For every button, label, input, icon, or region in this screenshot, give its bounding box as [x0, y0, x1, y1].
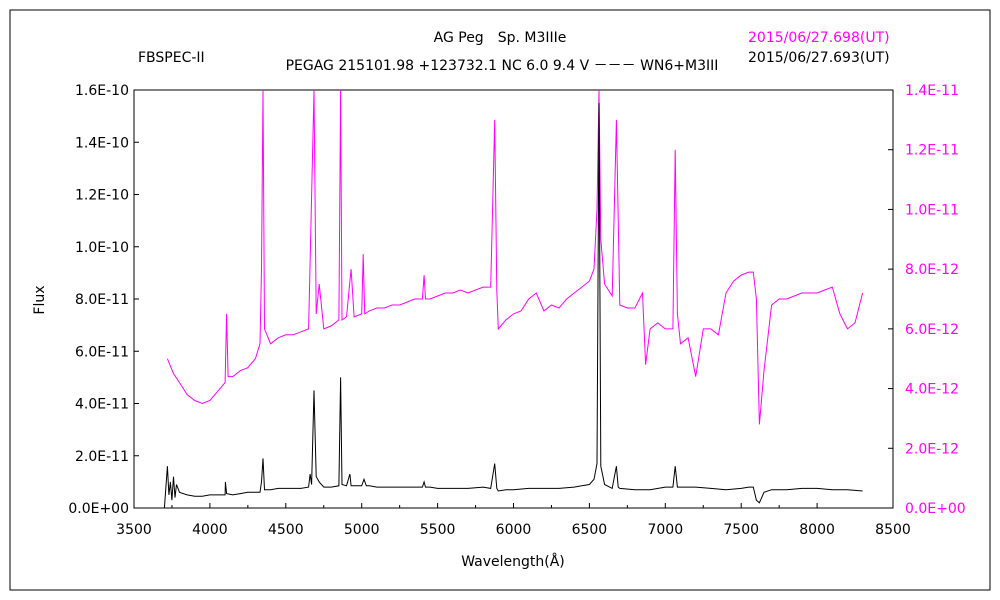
left-y-tick-label: 6.0E-11 — [75, 344, 129, 360]
left-y-tick-label: 1.2E-10 — [75, 188, 129, 204]
x-tick-label: 3500 — [116, 522, 152, 538]
x-tick-label: 4000 — [192, 522, 228, 538]
y-axis-label: Flux — [32, 285, 48, 314]
instrument-label: FBSPEC-II — [138, 50, 205, 66]
x-tick-label: 6000 — [496, 522, 532, 538]
x-tick-label: 7000 — [647, 522, 683, 538]
right-y-tick-label: 8.0E-12 — [905, 262, 959, 278]
left-y-tick-label: 0.0E+00 — [68, 501, 129, 517]
x-tick-label: 8500 — [875, 522, 911, 538]
right-y-tick-label: 0.0E+00 — [905, 501, 966, 517]
right-y-tick-label: 4.0E-12 — [905, 382, 959, 398]
left-y-tick-label: 8.0E-11 — [75, 292, 129, 308]
outer-frame — [9, 9, 991, 591]
right-y-tick-label: 1.0E-11 — [905, 202, 959, 218]
chart-title-line1: AG Peg Sp. M3IIIe — [434, 30, 567, 46]
x-axis-label: Wavelength(Å) — [461, 553, 565, 570]
left-y-tick-label: 1.6E-10 — [75, 83, 129, 99]
left-y-tick-label: 1.0E-10 — [75, 240, 129, 256]
legend-entry-black: 2015/06/27.693(UT) — [748, 50, 890, 66]
x-tick-label: 8000 — [799, 522, 835, 538]
left-y-tick-label: 4.0E-11 — [75, 397, 129, 413]
left-y-tick-label: 1.4E-10 — [75, 135, 129, 151]
x-tick-label: 7500 — [723, 522, 759, 538]
right-y-tick-label: 6.0E-12 — [905, 322, 959, 338]
x-tick-label: 5500 — [420, 522, 456, 538]
series-line-black — [163, 103, 863, 509]
x-axis-ticks: 3500 4000 4500 5000 5500 6000 6500 7000 7500 8000… — [116, 503, 911, 538]
right-y-tick-label: 1.2E-11 — [905, 143, 959, 159]
legend-entry-magenta: 2015/06/27.698(UT) — [748, 30, 890, 46]
right-y-tick-label: 2.0E-12 — [905, 441, 959, 457]
right-y-axis-ticks: 0.0E+00 2.0E-12 4.0E-12 6.0E-12 8.0E-12 1.0E-… — [888, 83, 966, 517]
left-y-tick-label: 2.0E-11 — [75, 449, 129, 465]
series-line-magenta — [166, 89, 864, 425]
chart-title-line2: PEGAG 215101.98 +123732.1 NC 6.0 9.4 V －… — [286, 58, 719, 74]
x-tick-label: 5000 — [344, 522, 380, 538]
x-tick-label: 6500 — [572, 522, 608, 538]
left-y-axis-ticks: 0.0E+00 2.0E-11 4.0E-11 6.0E-11 8.0E-11 1.0E-… — [68, 83, 139, 517]
x-tick-label: 4500 — [268, 522, 304, 538]
right-y-tick-label: 1.4E-11 — [905, 83, 959, 99]
